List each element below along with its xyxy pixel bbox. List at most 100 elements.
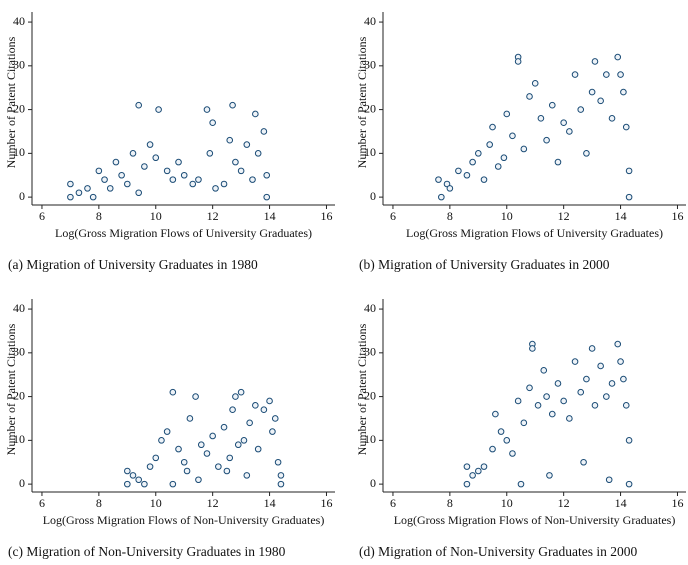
point bbox=[152, 454, 160, 462]
point bbox=[249, 176, 256, 183]
y-tick-label: 0 bbox=[19, 189, 25, 203]
point bbox=[605, 476, 613, 484]
point bbox=[234, 441, 242, 449]
point bbox=[497, 428, 505, 435]
y-tick-label: 40 bbox=[364, 14, 376, 28]
point bbox=[509, 450, 516, 457]
point bbox=[509, 132, 516, 140]
x-tick-label: 6 bbox=[390, 496, 396, 510]
point bbox=[169, 388, 177, 396]
point bbox=[129, 150, 137, 157]
point bbox=[263, 171, 271, 179]
point bbox=[254, 445, 262, 453]
point bbox=[152, 154, 160, 162]
point bbox=[124, 180, 131, 188]
point bbox=[232, 393, 239, 400]
x-tick-label: 10 bbox=[501, 209, 513, 223]
x-tick-label: 16 bbox=[320, 496, 332, 510]
point bbox=[566, 128, 573, 135]
point bbox=[597, 97, 604, 105]
x-tick-label: 8 bbox=[96, 209, 102, 223]
x-tick-label: 12 bbox=[207, 496, 219, 510]
point bbox=[146, 463, 154, 470]
point bbox=[189, 180, 197, 188]
point bbox=[163, 167, 171, 175]
panel: 0 10 20 30 40 6 8 10 12 14 16 Log(Gross Migration F… bbox=[4, 12, 335, 272]
point bbox=[588, 345, 596, 352]
x-tick-label: 8 bbox=[447, 496, 453, 510]
point bbox=[486, 141, 493, 148]
point bbox=[243, 141, 251, 148]
point bbox=[520, 145, 528, 153]
point bbox=[543, 393, 550, 400]
point bbox=[622, 123, 630, 131]
panel: 0 10 20 30 40 6 8 10 12 14 16 Log(Gross Migration F… bbox=[355, 299, 686, 559]
point bbox=[534, 402, 542, 409]
point bbox=[597, 362, 604, 370]
point bbox=[269, 428, 276, 435]
y-tick-label: 10 bbox=[364, 145, 376, 159]
point bbox=[84, 185, 91, 192]
point bbox=[580, 458, 587, 466]
point bbox=[529, 345, 536, 352]
point bbox=[209, 119, 216, 127]
x-tick-label: 16 bbox=[671, 209, 683, 223]
point bbox=[625, 193, 633, 201]
y-tick-label: 0 bbox=[19, 476, 25, 490]
point bbox=[475, 150, 482, 157]
point bbox=[158, 437, 165, 444]
point bbox=[503, 110, 511, 118]
point bbox=[475, 467, 482, 475]
point bbox=[617, 71, 624, 78]
panel: 0 10 20 30 40 6 8 10 12 14 16 Log(Gross Migration F… bbox=[355, 12, 686, 272]
point bbox=[129, 472, 137, 479]
point bbox=[620, 375, 627, 383]
x-tick-label: 10 bbox=[501, 496, 513, 510]
point bbox=[435, 176, 442, 183]
point bbox=[197, 441, 205, 449]
point bbox=[603, 393, 610, 400]
point bbox=[537, 115, 545, 122]
point bbox=[226, 136, 234, 144]
x-tick-label: 6 bbox=[39, 496, 45, 510]
point bbox=[617, 358, 624, 365]
x-tick-label: 14 bbox=[615, 209, 627, 223]
x-tick-label: 12 bbox=[207, 209, 219, 223]
point bbox=[215, 463, 222, 470]
point bbox=[195, 476, 202, 484]
point bbox=[531, 80, 539, 87]
point bbox=[175, 445, 182, 453]
y-tick-label: 0 bbox=[370, 476, 376, 490]
point bbox=[254, 150, 262, 157]
x-tick-label: 14 bbox=[264, 209, 276, 223]
point bbox=[514, 397, 522, 405]
x-tick-label: 16 bbox=[671, 496, 683, 510]
y-axis-label: Number of Patent Citations bbox=[4, 36, 18, 168]
x-tick-label: 12 bbox=[558, 209, 570, 223]
point bbox=[526, 93, 533, 100]
point bbox=[89, 193, 97, 201]
point bbox=[240, 437, 248, 444]
point bbox=[106, 185, 114, 192]
caption: (a) Migration of University Graduates in… bbox=[8, 257, 258, 272]
point bbox=[438, 193, 445, 201]
point bbox=[206, 150, 214, 157]
x-tick-label: 6 bbox=[39, 209, 45, 223]
point bbox=[124, 467, 131, 475]
y-axis-label: Number of Patent Citations bbox=[4, 323, 18, 455]
point bbox=[489, 123, 496, 131]
point bbox=[608, 380, 616, 387]
y-axis-label: Number of Patent Citations bbox=[355, 36, 369, 168]
x-tick-label: 8 bbox=[447, 209, 453, 223]
point bbox=[229, 101, 236, 109]
x-tick-label: 8 bbox=[96, 496, 102, 510]
point bbox=[625, 480, 633, 488]
x-tick-label: 14 bbox=[615, 496, 627, 510]
point bbox=[112, 158, 120, 166]
point bbox=[546, 472, 553, 479]
x-tick-label: 10 bbox=[150, 496, 162, 510]
point bbox=[274, 458, 282, 466]
point bbox=[169, 480, 177, 488]
point bbox=[266, 397, 273, 405]
point bbox=[463, 480, 471, 488]
